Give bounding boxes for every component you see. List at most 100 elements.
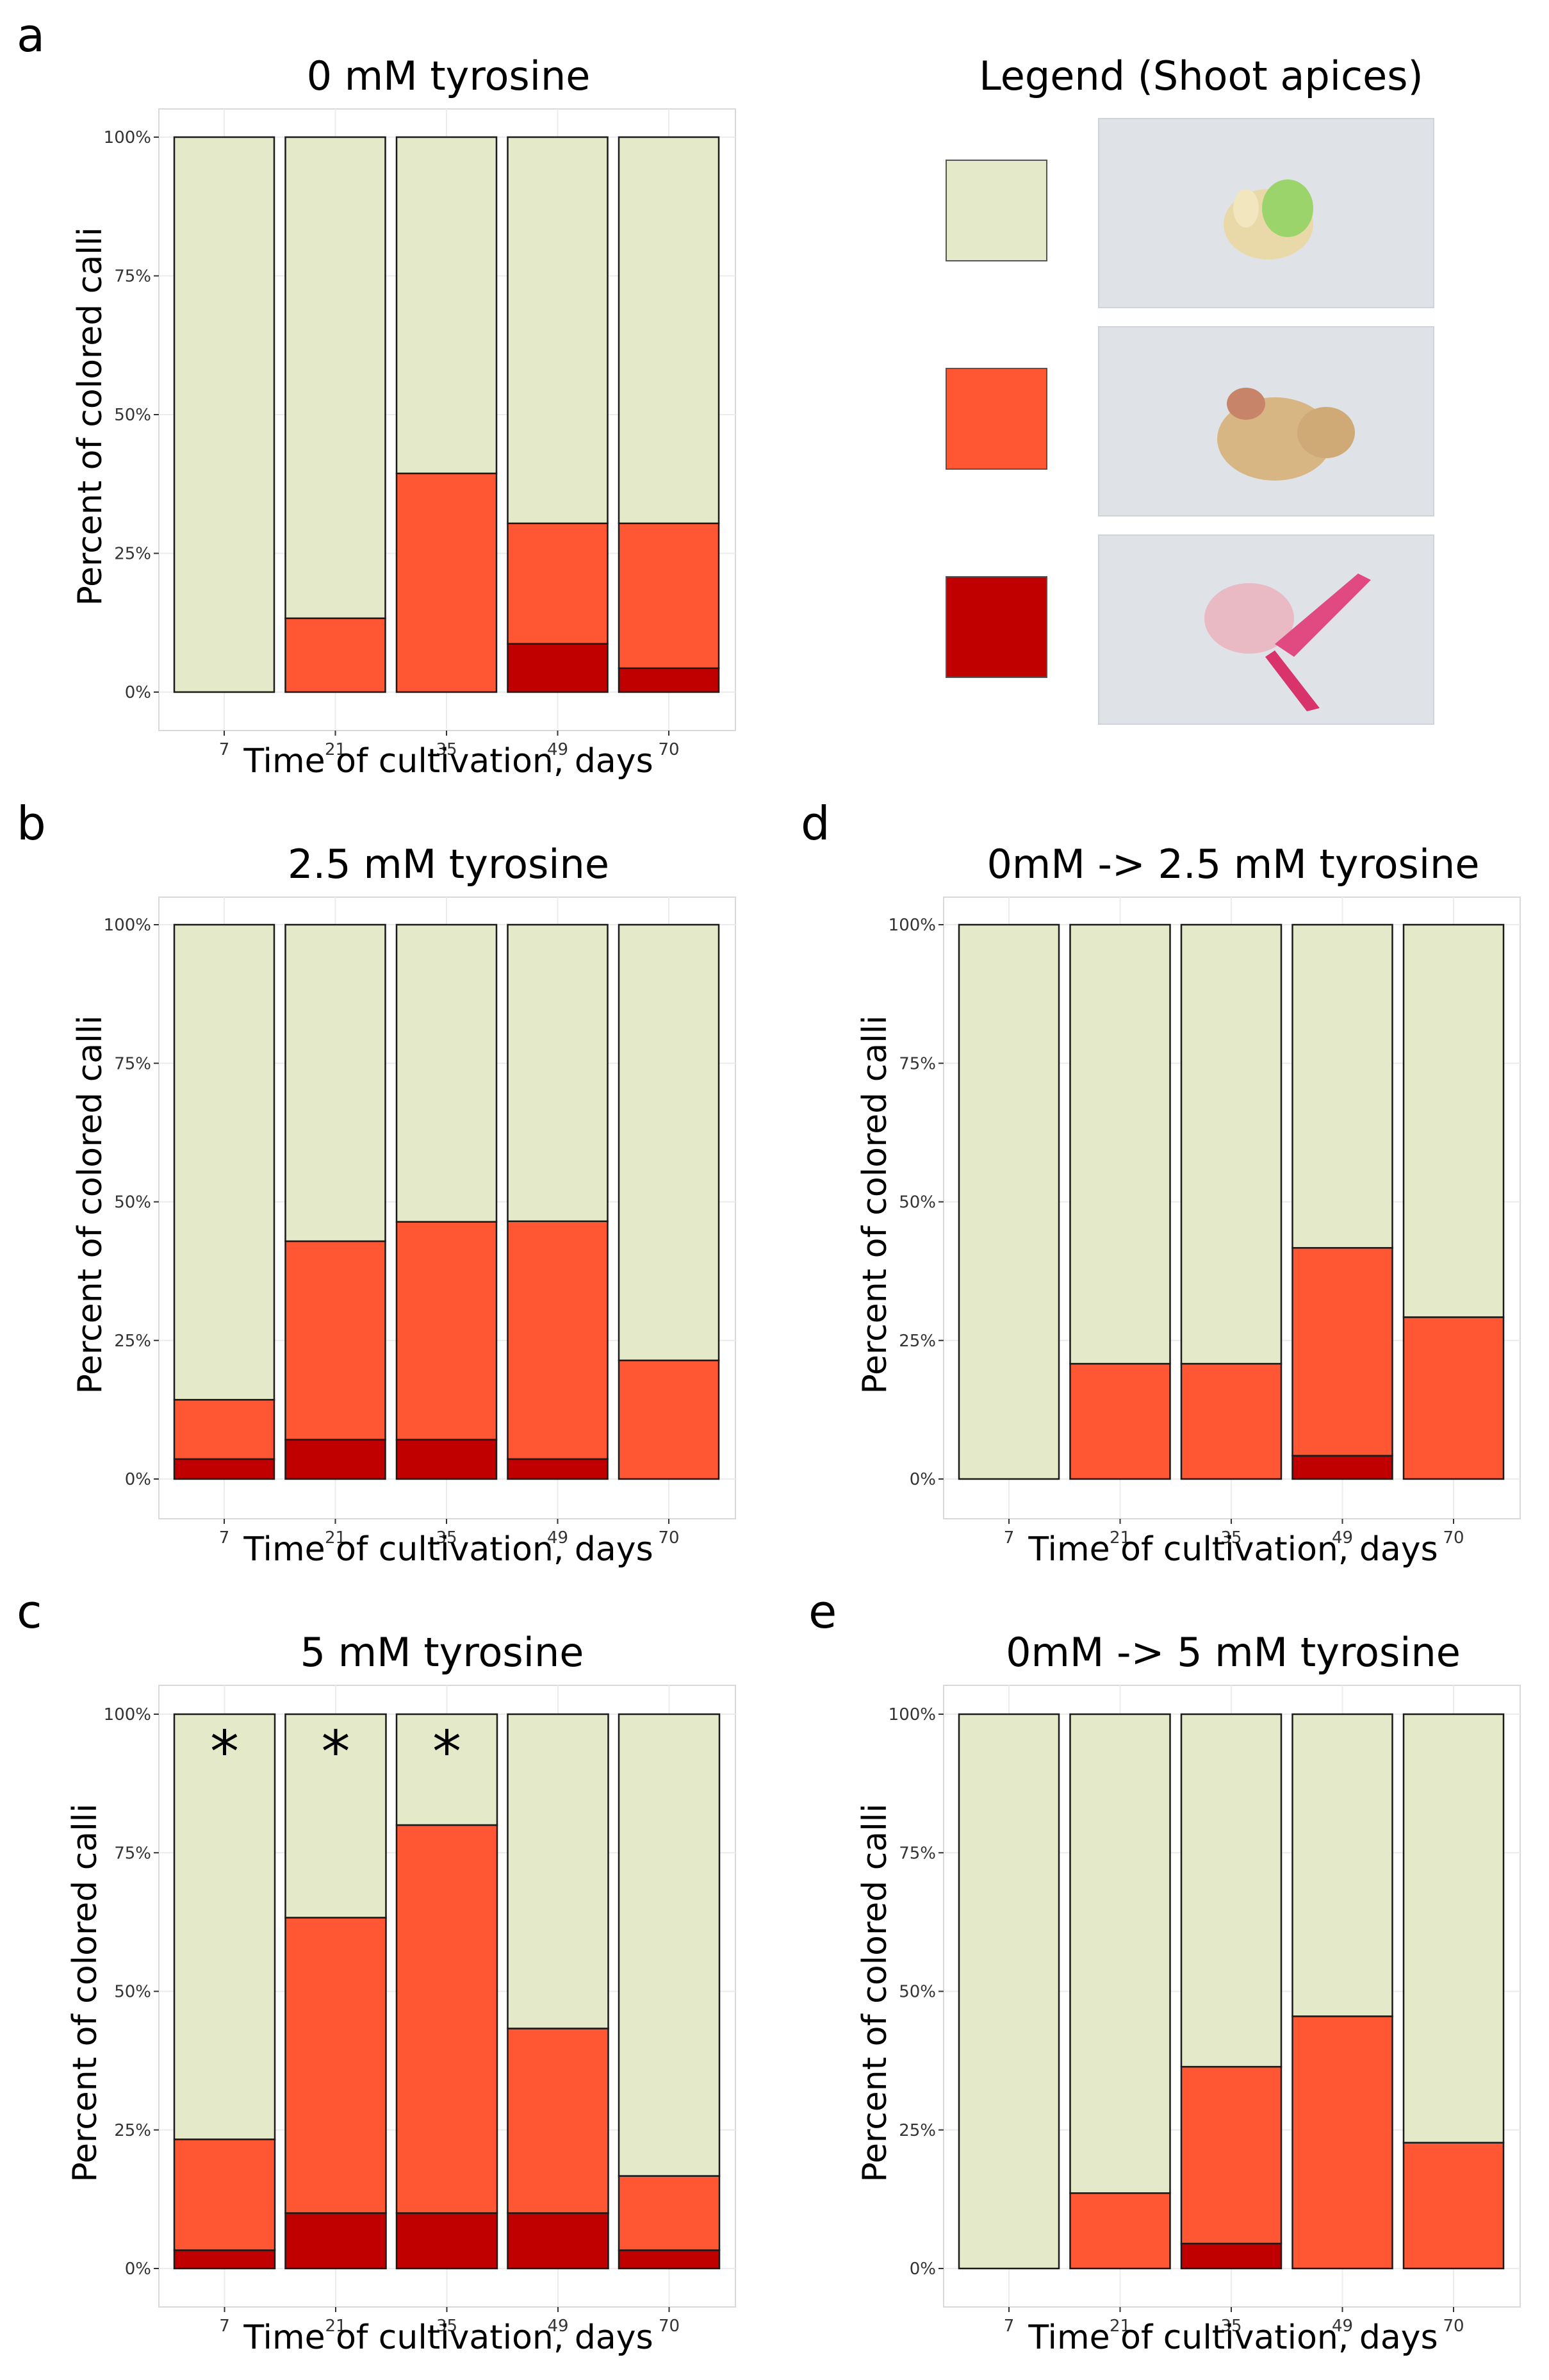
panel-d-ylabel: Percent of colored calli: [856, 1015, 894, 1394]
panel-c-bar-partial-70: [618, 2175, 721, 2251]
panel-a-ytick-label: 50%: [114, 406, 151, 425]
panel-b-bar-partial-21: [284, 1240, 386, 1441]
panel-b-bar-partial-7: [173, 1399, 275, 1460]
panel-b-bar-uncolored-21: [284, 923, 386, 1243]
panel-c-xtick-label: 35: [436, 2317, 457, 2336]
panel-b-bar-uncolored-49: [507, 923, 609, 1223]
panel-b-bar-uncolored-70: [618, 923, 720, 1362]
panel-d-xtick-label: 7: [1004, 1528, 1015, 1548]
red-stem-shape: [1265, 650, 1320, 711]
tinted-shoot-shape: [1227, 388, 1265, 420]
panel-e-xtick-label: 70: [1443, 2317, 1464, 2336]
panel-d-xtick-label: 35: [1220, 1528, 1242, 1548]
panel-d-plot: 0% 25% 50% 75% 100% 7 21 35 49 70: [889, 897, 1521, 1548]
panel-e-plot: 0% 25% 50% 75% 100% 7 21 35 49 70: [889, 1685, 1521, 2336]
panel-c-bar-full-7: [173, 2249, 276, 2270]
panel-d-bar-uncolored-35: [1180, 923, 1283, 1365]
panel-a-xtick-label: 21: [325, 740, 346, 759]
panel-d-xtick-label: 70: [1443, 1528, 1464, 1548]
panel-b-xtick-label: 49: [547, 1528, 568, 1548]
panel-b-bar-partial-49: [507, 1220, 609, 1460]
panel-c-bar-partial-7: [173, 2138, 276, 2251]
panel-d-ytick-label: 100%: [889, 916, 936, 935]
panel-c-xtick-label: 21: [325, 2317, 346, 2336]
panel-a-bar-partial-21: [284, 617, 386, 693]
panel-a-xtick-label: 70: [658, 740, 679, 759]
panel-e-xlabel: Time of cultivation, days: [1028, 2318, 1438, 2357]
panel-b-bar-full-21: [284, 1439, 386, 1480]
panel-c-bar-uncolored-21: [284, 1713, 387, 1919]
panel-c-xtick-label: 70: [659, 2317, 680, 2336]
panel-e-bar-partial-35: [1180, 2065, 1283, 2245]
panel-b-bar-partial-35: [395, 1221, 498, 1441]
green-shoot-shape: [1262, 179, 1313, 237]
panel-d-bar-uncolored-21: [1069, 923, 1171, 1365]
panel-e-bar-partial-49: [1291, 2015, 1393, 2270]
leaf-shape: [1297, 407, 1355, 458]
panel-c-significance-star: *: [432, 1719, 461, 1786]
legend: [946, 118, 1434, 725]
panel-b-xtick-label: 7: [219, 1528, 230, 1548]
panel-c-title: 5 mM tyrosine: [300, 1629, 584, 1676]
panel-c-ytick-label: 25%: [114, 2121, 151, 2140]
panel-a-plot: 0% 25% 50% 75% 100% 7 21 35 49 70: [104, 108, 736, 759]
panel-e-ytick-label: 0%: [910, 2260, 936, 2279]
panel-c-bar-uncolored-35: [395, 1713, 498, 1826]
panel-e-bar-uncolored-7: [958, 1713, 1060, 2270]
panel-b-bar-full-35: [395, 1439, 498, 1480]
panel-a-title: 0 mM tyrosine: [307, 53, 591, 99]
panel-e-bar-uncolored-49: [1291, 1713, 1393, 2017]
panel-c-bar-uncolored-7: [173, 1713, 276, 2140]
panel-a-bar-uncolored-49: [507, 136, 609, 524]
panel-a-xtick-label: 35: [436, 740, 457, 759]
panel-e-ytick-label: 75%: [899, 1844, 936, 1863]
panel-b-xtick-label: 21: [325, 1528, 346, 1548]
panel-a-bar-uncolored-7: [173, 136, 275, 693]
panel-e-bar-uncolored-21: [1069, 1713, 1171, 2194]
panel-b-bar-uncolored-7: [173, 923, 275, 1401]
panel-d-ytick-label: 25%: [899, 1332, 936, 1351]
panel-e-bar-full-35: [1180, 2242, 1283, 2270]
panel-d-xtick-label: 21: [1110, 1528, 1131, 1548]
panel-e-xtick-label: 49: [1332, 2317, 1353, 2336]
panel-c-bar-partial-35: [395, 1824, 498, 2214]
panel-c-ytick-label: 100%: [104, 1705, 151, 1724]
panel-d-xlabel: Time of cultivation, days: [1028, 1530, 1438, 1569]
panel-a-ytick-label: 100%: [104, 128, 151, 147]
callus-shape: [1204, 583, 1294, 654]
panel-b-ytick-label: 100%: [104, 916, 151, 935]
panel-a-bar-uncolored-70: [618, 136, 720, 524]
panel-e-ytick-label: 25%: [899, 2121, 936, 2140]
panel-d-bar-partial-35: [1180, 1362, 1283, 1480]
panel-c-bar-full-35: [395, 2212, 498, 2270]
photo-border: [1098, 534, 1434, 725]
panel-a-bar-full-70: [618, 667, 720, 693]
panel-letter-b: b: [17, 797, 46, 850]
panel-e-bar-partial-21: [1069, 2192, 1171, 2270]
panel-a-xtick-label: 49: [547, 740, 568, 759]
panel-c-bar-full-70: [618, 2249, 721, 2270]
panel-letter-c: c: [17, 1585, 42, 1639]
panel-c-xlabel: Time of cultivation, days: [243, 2318, 653, 2357]
panel-d-ytick-label: 75%: [899, 1054, 936, 1073]
legend-swatch-full: [946, 576, 1047, 678]
photo-border: [1098, 326, 1434, 516]
panel-b-ytick-label: 25%: [114, 1332, 151, 1351]
panel-e-ytick-label: 100%: [889, 1705, 936, 1724]
panel-b-bar-uncolored-35: [395, 923, 498, 1223]
panel-e-xtick-label: 7: [1004, 2317, 1015, 2336]
shoot-apex-red-photo: [1098, 534, 1434, 725]
red-leaf-shape: [1275, 574, 1371, 657]
panel-a-bar-partial-35: [395, 472, 498, 693]
panel-c-significance-star: *: [322, 1719, 350, 1786]
panel-b-bar-full-49: [507, 1458, 609, 1480]
shoot-apex-partially-colored-photo: [1098, 326, 1434, 516]
panel-a-ylabel: Percent of colored calli: [71, 227, 110, 606]
shoot-apex-green-photo: [1098, 118, 1434, 308]
panel-e-bar-uncolored-70: [1402, 1713, 1505, 2144]
panel-b-title: 2.5 mM tyrosine: [288, 841, 609, 888]
panel-c-plot: 0% 25% 50% 75% 100% 7 * 21 * 35 * 49 70: [104, 1685, 736, 2336]
panel-a-bar-partial-70: [618, 522, 720, 670]
panel-a-xlabel: Time of cultivation, days: [243, 742, 653, 781]
